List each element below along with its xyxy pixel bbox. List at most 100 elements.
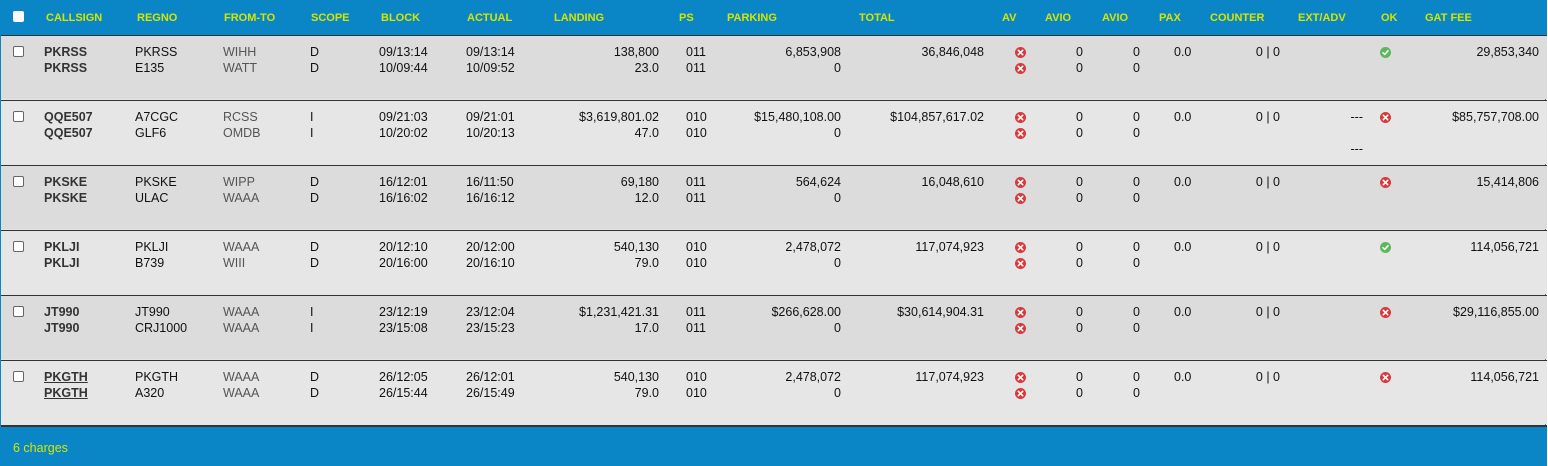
ps-2: 011 [686, 191, 706, 205]
from-to-2: WIII [223, 256, 246, 270]
ps-2: 011 [686, 321, 706, 335]
col-ps[interactable]: PS [679, 12, 694, 24]
avio-2-2: 0 [1133, 191, 1140, 205]
block-time-1: 09/21:03 [379, 110, 428, 124]
pax: 0.0 [1174, 175, 1192, 189]
actual-time-1: 09/13:14 [466, 45, 515, 59]
regno-1: PKLJI [135, 240, 169, 254]
scope-1: D [310, 175, 320, 189]
row-checkbox[interactable] [13, 241, 24, 252]
avio-2-2: 0 [1133, 126, 1140, 140]
pax: 0.0 [1174, 370, 1192, 384]
actual-time-1: 26/12:01 [466, 370, 515, 384]
scope-2: D [310, 191, 320, 205]
avio-2-1: 0 [1133, 45, 1140, 59]
from-to-1: RCSS [223, 110, 258, 124]
col-ext-adv[interactable]: EXT/ADV [1298, 12, 1346, 24]
avio-2-1: 0 [1133, 110, 1140, 124]
ps-1: 010 [686, 240, 707, 254]
row-checkbox[interactable] [13, 111, 24, 122]
callsign-1[interactable]: PKGTH [44, 370, 88, 384]
row-checkbox[interactable] [13, 46, 24, 57]
row-checkbox[interactable] [13, 371, 24, 382]
error-x-icon [1015, 177, 1026, 188]
col-ok[interactable]: OK [1381, 12, 1398, 24]
error-x-icon [1015, 242, 1026, 253]
table-row[interactable]: PKSKE PKSKE PKSKE ULAC WIPP WAAA D D 16/12:01 16/… [1, 165, 1547, 229]
parking-2: 0 [834, 126, 841, 140]
counter: 0 | 0 [1255, 370, 1280, 384]
col-from-to[interactable]: FROM-TO [224, 12, 276, 24]
block-time-1: 23/12:19 [379, 305, 428, 319]
avio-1: 0 [1076, 45, 1083, 59]
table-row[interactable]: PKRSS PKRSS PKRSS E135 WIHH WATT D D 09/13:14 10/… [1, 35, 1547, 99]
from-to-2: WAAA [223, 191, 260, 205]
table-footer: 6 charges [1, 425, 1547, 466]
avio-2-1: 0 [1133, 370, 1140, 384]
row-checkbox[interactable] [13, 176, 24, 187]
regno-2: GLF6 [135, 126, 167, 140]
ext-adv-2: --- [1350, 142, 1364, 156]
regno-1: PKGTH [135, 370, 179, 384]
block-time-2: 20/16:00 [379, 256, 428, 270]
col-actual[interactable]: ACTUAL [467, 12, 513, 24]
landing-1: 69,180 [620, 175, 659, 189]
pax: 0.0 [1174, 110, 1192, 124]
gat-fee: $29,116,855.00 [1453, 305, 1539, 319]
block-time-2: 23/15:08 [379, 321, 428, 335]
check-circle-icon [1380, 47, 1391, 58]
col-pax[interactable]: PAX [1159, 12, 1181, 24]
callsign-2[interactable]: PKGTH [44, 386, 88, 400]
parking-1: 564,624 [795, 175, 841, 189]
col-parking[interactable]: PARKING [727, 12, 777, 24]
landing-1: 540,130 [613, 240, 659, 254]
col-avio-2[interactable]: AVIO [1102, 12, 1129, 24]
parking-1: 2,478,072 [785, 370, 841, 384]
avio-2: 0 [1076, 386, 1083, 400]
regno-2: A320 [135, 386, 165, 400]
avio-1: 0 [1076, 175, 1083, 189]
regno-2: ULAC [135, 191, 169, 205]
select-all-checkbox[interactable] [13, 11, 24, 22]
col-avio[interactable]: AVIO [1045, 12, 1072, 24]
col-gat-fee[interactable]: GAT FEE [1425, 12, 1472, 24]
ps-1: 010 [686, 110, 707, 124]
table-row[interactable]: JT990 JT990 JT990 CRJ1000 WAAA WAAA I I 23/12:19… [1, 295, 1547, 359]
col-av[interactable]: AV [1002, 12, 1017, 24]
ps-2: 011 [686, 61, 706, 75]
regno-1: A7CGC [135, 110, 179, 124]
row-checkbox[interactable] [13, 306, 24, 317]
counter: 0 | 0 [1255, 110, 1280, 124]
error-x-icon [1380, 177, 1391, 188]
block-time-1: 09/13:14 [379, 45, 428, 59]
counter: 0 | 0 [1255, 305, 1280, 319]
regno-2: E135 [135, 61, 165, 75]
table-row[interactable]: PKGTH PKGTH PKGTH A320 WAAA WAAA D D 26/12:05 26/… [1, 360, 1547, 424]
table-row[interactable]: PKLJI PKLJI PKLJI B739 WAAA WIII D D 20/12:10 20/… [1, 230, 1547, 294]
col-total[interactable]: TOTAL [859, 12, 895, 24]
callsign-1: PKLJI [44, 240, 80, 254]
scope-2: I [310, 321, 314, 335]
gat-fee: 29,853,340 [1476, 45, 1539, 59]
col-landing[interactable]: LANDING [554, 12, 605, 24]
col-block[interactable]: BLOCK [381, 12, 421, 24]
parking-2: 0 [834, 256, 841, 270]
col-regno[interactable]: REGNO [137, 12, 178, 24]
scope-1: D [310, 240, 320, 254]
table-row[interactable]: QQE507 QQE507 A7CGC GLF6 RCSS OMDB I I 09/21:03 1… [1, 100, 1547, 164]
table-header: CALLSIGN REGNO FROM-TO SCOPE BLOCK ACTUA… [1, 0, 1547, 35]
error-x-icon [1015, 388, 1026, 399]
total: $30,614,904.31 [897, 305, 984, 319]
total: 117,074,923 [915, 240, 984, 254]
avio-2-1: 0 [1133, 305, 1140, 319]
landing-2: 17.0 [634, 321, 659, 335]
col-callsign[interactable]: CALLSIGN [46, 12, 103, 24]
from-to-1: WAAA [223, 305, 260, 319]
scope-2: I [310, 126, 314, 140]
col-scope[interactable]: SCOPE [311, 12, 350, 24]
total: 16,048,610 [921, 175, 984, 189]
regno-1: PKSKE [135, 175, 177, 189]
error-x-icon [1380, 372, 1391, 383]
scope-2: D [310, 61, 320, 75]
col-counter[interactable]: COUNTER [1210, 12, 1265, 24]
